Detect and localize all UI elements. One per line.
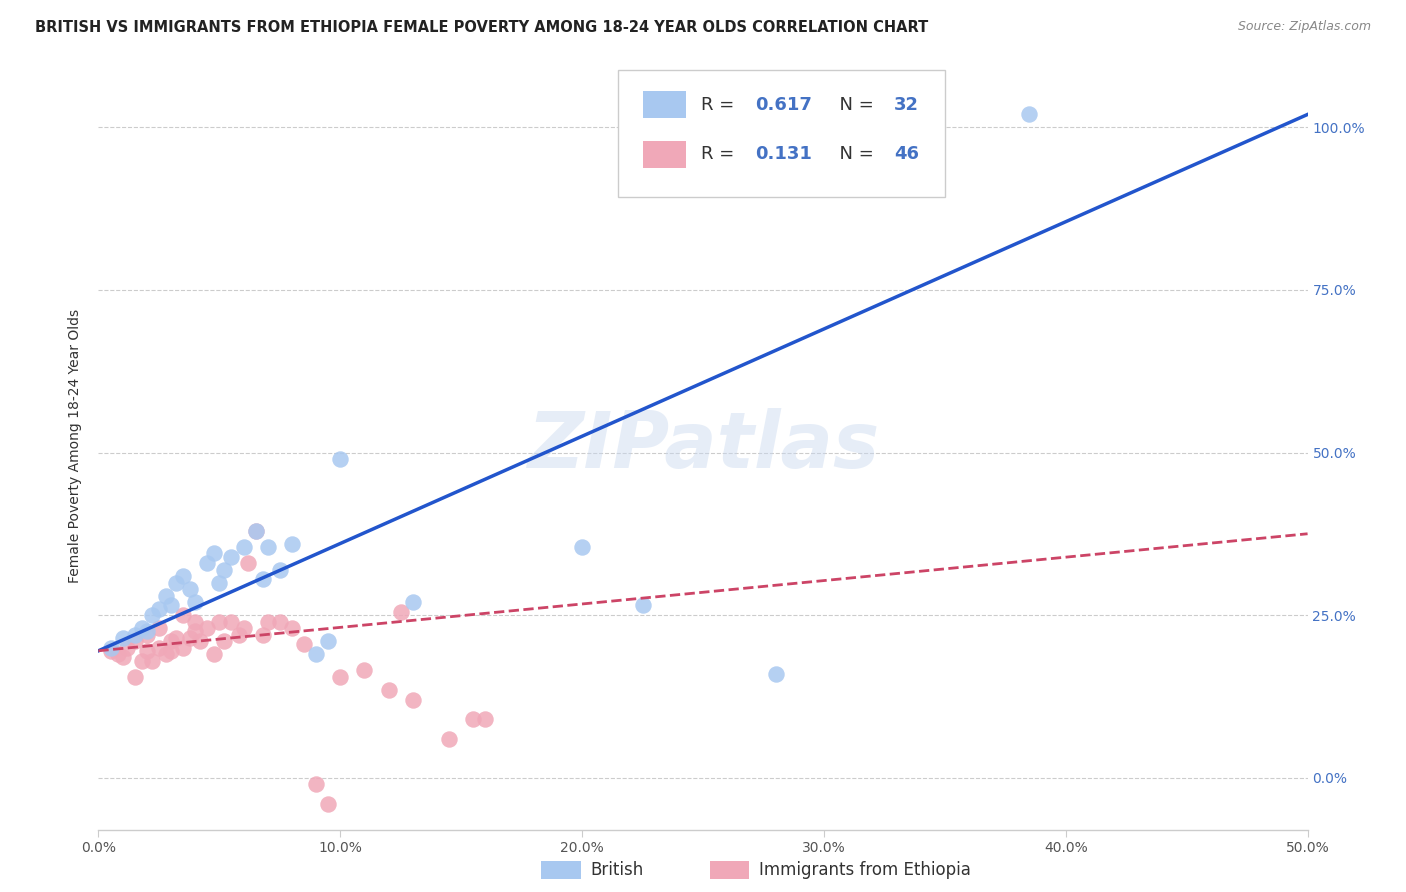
Point (437, 731, 460, 746)
Point (256, 540, 278, 554)
Point (179, 582, 201, 596)
Point (252, 572, 274, 586)
Text: Source: ZipAtlas.com: Source: ZipAtlas.com (1237, 20, 1371, 33)
Text: R =: R = (700, 145, 740, 163)
Point (100, 644, 122, 658)
FancyBboxPatch shape (643, 141, 686, 169)
Point (107, 647, 129, 661)
Point (474, 712, 496, 726)
Text: N =: N = (828, 145, 879, 163)
Point (402, 692, 425, 706)
Point (571, 540, 593, 554)
Point (155, 647, 177, 661)
Point (389, 605, 412, 619)
Text: 0.131: 0.131 (755, 145, 811, 163)
Point (232, 621, 254, 635)
Point (195, 556, 218, 570)
Point (135, 627, 157, 641)
Text: N =: N = (828, 95, 879, 113)
Point (204, 546, 226, 560)
Text: ZIPatlas: ZIPatlas (527, 408, 879, 484)
Point (329, 452, 352, 467)
Point (141, 607, 163, 622)
Point (131, 654, 153, 668)
Point (195, 621, 218, 635)
Point (305, 777, 328, 791)
Point (179, 631, 201, 645)
Point (221, 615, 243, 629)
Point (402, 595, 425, 609)
Point (131, 621, 153, 635)
Point (135, 624, 157, 639)
FancyBboxPatch shape (643, 91, 686, 119)
Point (148, 601, 170, 615)
Point (172, 640, 194, 655)
Point (316, 797, 339, 811)
Text: British: British (591, 861, 644, 879)
Text: Immigrants from Ethiopia: Immigrants from Ethiopia (759, 861, 972, 879)
Point (124, 670, 146, 684)
Point (141, 654, 163, 668)
Point (212, 562, 235, 576)
Point (135, 644, 157, 658)
Point (184, 624, 207, 639)
Text: 46: 46 (894, 145, 920, 163)
Y-axis label: Female Poverty Among 18-24 Year Olds: Female Poverty Among 18-24 Year Olds (69, 309, 83, 583)
Point (124, 627, 146, 641)
Point (148, 640, 170, 655)
Point (160, 599, 183, 613)
Point (245, 524, 267, 538)
Point (124, 634, 146, 648)
Text: BRITISH VS IMMIGRANTS FROM ETHIOPIA FEMALE POVERTY AMONG 18-24 YEAR OLDS CORRELA: BRITISH VS IMMIGRANTS FROM ETHIOPIA FEMA… (35, 20, 928, 35)
Point (353, 663, 375, 677)
Point (377, 682, 399, 697)
Point (228, 627, 250, 641)
Point (269, 615, 291, 629)
Point (111, 631, 134, 645)
Point (292, 637, 315, 651)
Point (204, 647, 226, 661)
Text: R =: R = (700, 95, 740, 113)
Point (208, 575, 231, 590)
Point (631, 599, 654, 613)
Point (245, 524, 267, 538)
Point (165, 575, 187, 590)
Point (172, 607, 194, 622)
Point (188, 634, 211, 648)
Point (316, 634, 339, 648)
Point (463, 712, 485, 726)
Point (281, 621, 304, 635)
Point (1018, 107, 1040, 121)
Point (117, 640, 139, 655)
Point (281, 536, 304, 550)
Point (172, 569, 194, 583)
Point (184, 595, 207, 609)
Point (148, 621, 170, 635)
Point (165, 631, 187, 645)
Point (252, 627, 274, 641)
Text: 0.617: 0.617 (755, 95, 811, 113)
Point (111, 650, 134, 665)
Point (329, 670, 352, 684)
Point (160, 644, 183, 658)
Point (184, 615, 207, 629)
Point (155, 589, 177, 603)
Point (160, 634, 183, 648)
Text: 32: 32 (894, 95, 920, 113)
FancyBboxPatch shape (619, 70, 945, 197)
Point (100, 640, 122, 655)
Point (269, 562, 291, 576)
Point (765, 666, 787, 681)
Point (305, 647, 328, 661)
Point (238, 556, 260, 570)
Point (208, 615, 231, 629)
Point (256, 615, 278, 629)
Point (232, 540, 254, 554)
Point (221, 549, 243, 564)
Point (212, 634, 235, 648)
